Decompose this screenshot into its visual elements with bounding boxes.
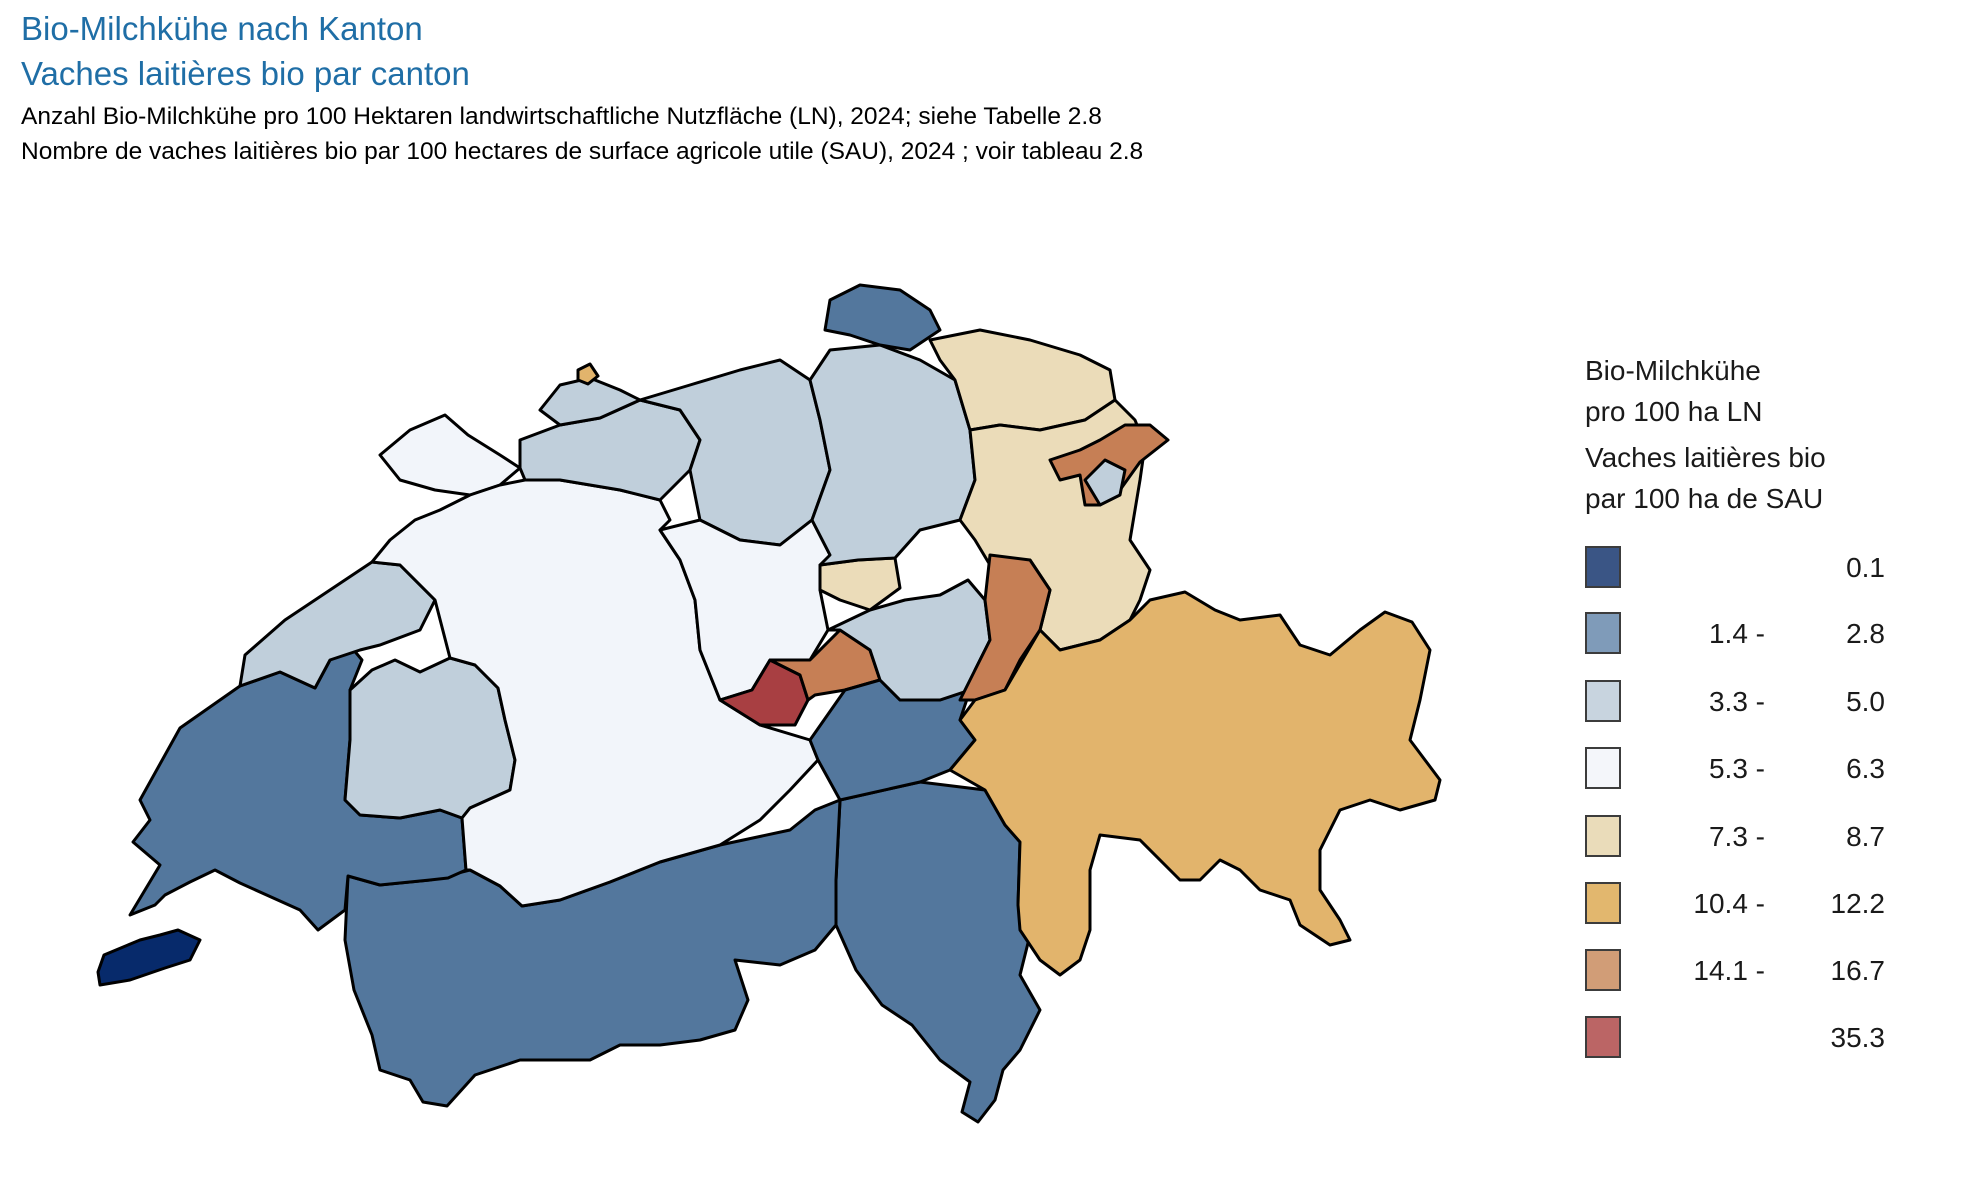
map-subtitle-french: Nombre de vaches laitières bio par 100 h… [21,138,1144,165]
canton-jura[interactable] [378,413,522,497]
legend-range-high: 5.0 [1846,686,1885,717]
canton-vaud[interactable] [128,646,468,932]
legend-item: 3.3 - 5.0 [1585,680,1885,724]
legend-item: 10.4 - 12.2 [1585,882,1885,926]
legend-range-high: 0.1 [1846,552,1885,583]
canton-fribourg[interactable] [343,656,517,820]
legend-title-german: Bio-Milchkühe pro 100 ha LN [1585,350,1762,432]
legend-swatch [1585,882,1621,924]
legend-range-high: 6.3 [1846,753,1885,784]
legend-range-low: 7.3 - [1708,821,1765,852]
legend-item: 35.3 [1585,1016,1885,1060]
legend-range-high: 12.2 [1830,888,1886,919]
legend-item: 1.4 - 2.8 [1585,612,1885,656]
legend-title-german-line1: Bio-Milchkühe [1585,355,1761,386]
canton-zug[interactable] [818,556,902,612]
map-title-german: Bio-Milchkühe nach Kanton [21,10,423,47]
canton-ticino[interactable] [834,780,1042,1124]
legend-swatch [1585,815,1621,857]
legend-swatch [1585,546,1621,588]
legend-swatch [1585,747,1621,789]
legend-item: 0.1 [1585,546,1885,590]
canton-appenzell-innerrhoden[interactable] [1083,458,1127,507]
legend-swatch [1585,612,1621,654]
legend-range-low: 1.4 - [1708,618,1765,649]
legend-swatch [1585,949,1621,991]
legend-range-high: 35.3 [1830,1022,1886,1053]
legend-range-high: 8.7 [1846,821,1885,852]
map-title-french: Vaches laitières bio par canton [21,55,470,92]
legend-range-low: 10.4 - [1693,888,1765,919]
legend-title-french-line2: par 100 ha de SAU [1585,483,1824,514]
canton-luzern[interactable] [658,518,832,702]
legend-range-low: 3.3 - [1708,686,1765,717]
legend-range-high: 16.7 [1830,955,1886,986]
canton-schaffhausen[interactable] [823,283,942,352]
legend-swatch [1585,680,1621,722]
canton-basel-stadt[interactable] [576,362,600,386]
legend-item: 5.3 - 6.3 [1585,747,1885,791]
canton-geneva[interactable] [96,928,202,987]
legend-title-french: Vaches laitières bio par 100 ha de SAU [1585,437,1826,519]
canton-graubunden[interactable] [948,590,1442,977]
map-subtitle-german: Anzahl Bio-Milchkühe pro 100 Hektaren la… [21,103,1102,130]
legend-item: 14.1 - 16.7 [1585,949,1885,993]
legend-title-french-line1: Vaches laitières bio [1585,442,1826,473]
legend-swatch [1585,1016,1621,1058]
canton-zurich[interactable] [808,343,977,567]
legend-title-german-line2: pro 100 ha LN [1585,396,1763,427]
canton-neuchatel[interactable] [238,560,437,690]
legend-item: 7.3 - 8.7 [1585,815,1885,859]
legend-range-low: 5.3 - [1708,753,1765,784]
legend-range-low: 14.1 - [1693,955,1765,986]
legend-range-high: 2.8 [1846,618,1885,649]
